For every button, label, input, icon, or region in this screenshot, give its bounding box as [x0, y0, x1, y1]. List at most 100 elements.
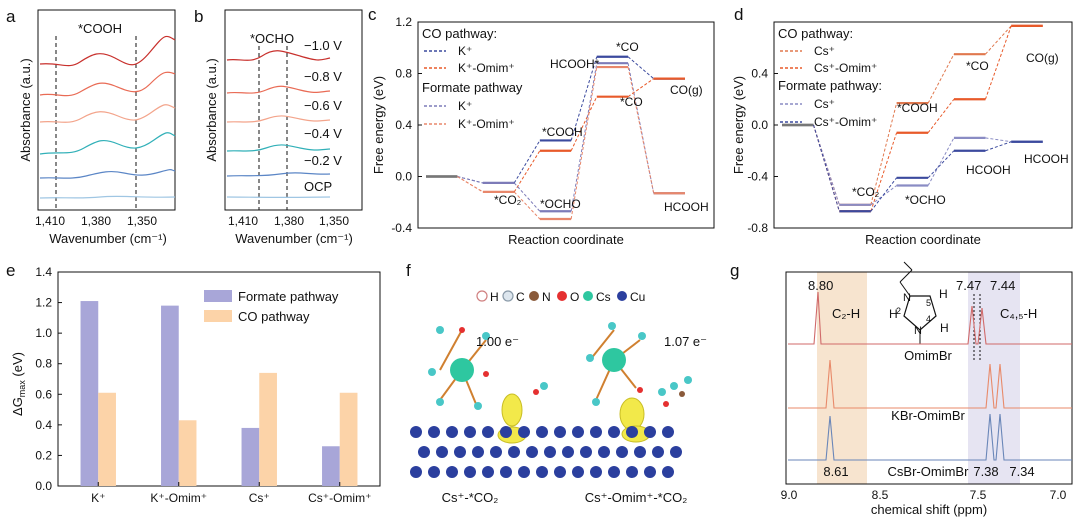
cu-atom [590, 466, 602, 478]
cu-atom [508, 446, 520, 458]
panel-c-legend-item-2: K⁺-Omim⁺ [458, 61, 515, 75]
panel-g-xlabel: chemical shift (ppm) [871, 502, 987, 517]
cu-atom [544, 446, 556, 458]
panel-b-annotation: *OCHO [250, 31, 294, 46]
peak-label-744: 7.44 [990, 278, 1015, 293]
panel-label-d: d [734, 5, 743, 24]
panel-f: f H C N O Cs Cu [406, 261, 707, 505]
cs-atom-left [450, 358, 474, 382]
cu-atom [410, 426, 422, 438]
struct-h-5: H [939, 287, 948, 301]
shade-c45h [968, 272, 1020, 484]
panel-label-c: c [368, 5, 377, 24]
panel-b-xtick-3: 1,350 [319, 214, 349, 228]
panel-label-a: a [6, 7, 16, 26]
atom-n-icon [529, 291, 539, 301]
cu-atom [562, 446, 574, 458]
panel-b: b *OCHO −1.0 V −0.8 V −0.6 V −0.4 V −0.2… [194, 7, 362, 246]
bar-formate [161, 306, 179, 486]
panel-c-ylabel: Free energy (eV) [371, 76, 386, 174]
panel-label-f: f [406, 261, 411, 280]
cu-atom [446, 466, 458, 478]
cu-atom [446, 426, 458, 438]
panel-a-xlabel: Wavenumber (cm⁻¹) [49, 231, 167, 246]
atom-legend-n: N [542, 290, 551, 304]
panel-b-xtick-2: 1,380 [274, 214, 304, 228]
ytick-label: 0.4 [35, 418, 52, 432]
energy-connector [985, 142, 1011, 151]
panel-a-xtick-3: 1,350 [127, 214, 157, 228]
xtick-label: K⁺-Omim⁺ [150, 491, 207, 505]
spectrum-b-2 [227, 86, 330, 93]
ytick-label: 0.0 [35, 479, 52, 493]
cu-atom [482, 466, 494, 478]
xtick-label: Cs⁺-Omim⁺ [308, 491, 371, 505]
panel-g-xtick-1: 9.0 [781, 488, 798, 502]
bar-co [340, 393, 358, 486]
panel-c-label-hcooh: HCOOH [664, 200, 709, 214]
cu-atom [616, 446, 628, 458]
panel-d-label-co2: *CO₂ [852, 185, 880, 199]
xtick-label: Cs⁺ [249, 491, 270, 505]
panel-e-ylabel-unit: (eV) [10, 352, 25, 380]
ytick-label: 1.0 [35, 326, 52, 340]
struct-num-5: 5 [926, 298, 931, 308]
cu-atom [608, 466, 620, 478]
panel-c-label-co-bottom: *CO [620, 95, 643, 109]
atom-o-icon [557, 291, 567, 301]
peak-label-880: 8.80 [808, 278, 833, 293]
panel-d-legend-item-3: Cs⁺ [814, 97, 835, 111]
panel-d-label-ocho: *OCHO [905, 193, 946, 207]
cu-atom [644, 466, 656, 478]
panel-d-label-cooh: *COOH [897, 101, 938, 115]
ytick-label: 1.2 [395, 15, 412, 29]
cu-atom [572, 426, 584, 438]
panel-d-xlabel: Reaction coordinate [865, 232, 981, 247]
spectrum-a-6 [40, 196, 175, 198]
energy-connector [985, 26, 1011, 99]
panel-d-label-co: *CO [966, 59, 989, 73]
panel-e-ylabel-sub: max [17, 380, 27, 398]
potential-label-5: −0.2 V [304, 153, 342, 168]
cu-atom [644, 426, 656, 438]
panel-d: d -0.8-0.40.00.4 CO pathway: Cs⁺ Cs⁺-Omi… [731, 5, 1072, 247]
peak-label-861: 8.61 [823, 464, 848, 479]
cu-atom [554, 466, 566, 478]
cs-atom-right [602, 348, 626, 372]
panel-e-bars [81, 301, 358, 486]
potential-label-2: −0.8 V [304, 69, 342, 84]
panel-a-xtick-1: 1,410 [35, 214, 65, 228]
cu-atom [500, 426, 512, 438]
cu-atom [670, 446, 682, 458]
struct-h-4: H [940, 321, 949, 335]
panel-label-e: e [6, 261, 15, 280]
cu-atom [464, 466, 476, 478]
panel-c-yticks: -0.40.00.40.81.2 [391, 15, 422, 235]
cu-atom [598, 446, 610, 458]
panel-g-xtick-4: 7.0 [1050, 488, 1067, 502]
ytick-label: 0.0 [751, 118, 768, 132]
panel-e-ylabel: ΔGmax (eV) [10, 352, 27, 416]
cu-atom [634, 446, 646, 458]
energy-connector [457, 177, 483, 192]
charge-density-left [502, 394, 522, 426]
panel-a: a *COOH 1,410 1,380 1,350 Wavenumber (cm… [6, 7, 175, 246]
panel-d-label-hcooh-1: HCOOH [966, 163, 1011, 177]
cu-atom [428, 466, 440, 478]
peak-label-747: 7.47 [956, 278, 981, 293]
struct-n-bottom: N [914, 325, 922, 337]
cu-atom [518, 466, 530, 478]
spectrum-label-kbr-omimbr: KBr-OmimBr [891, 408, 965, 423]
spectrum-a-4 [40, 133, 175, 154]
cu-atom [418, 446, 430, 458]
panel-c-legend-formate-title: Formate pathway [422, 80, 523, 95]
panel-c-xlabel: Reaction coordinate [508, 232, 624, 247]
panel-b-xtick-1: 1,410 [228, 214, 258, 228]
atom-cu-icon [617, 291, 627, 301]
cu-atom [662, 426, 674, 438]
energy-connector [985, 26, 1011, 54]
atom-legend-cu: Cu [630, 290, 645, 304]
panel-c-legend-co-title: CO pathway: [422, 26, 497, 41]
bar-co [259, 373, 277, 486]
energy-connector [628, 67, 654, 193]
